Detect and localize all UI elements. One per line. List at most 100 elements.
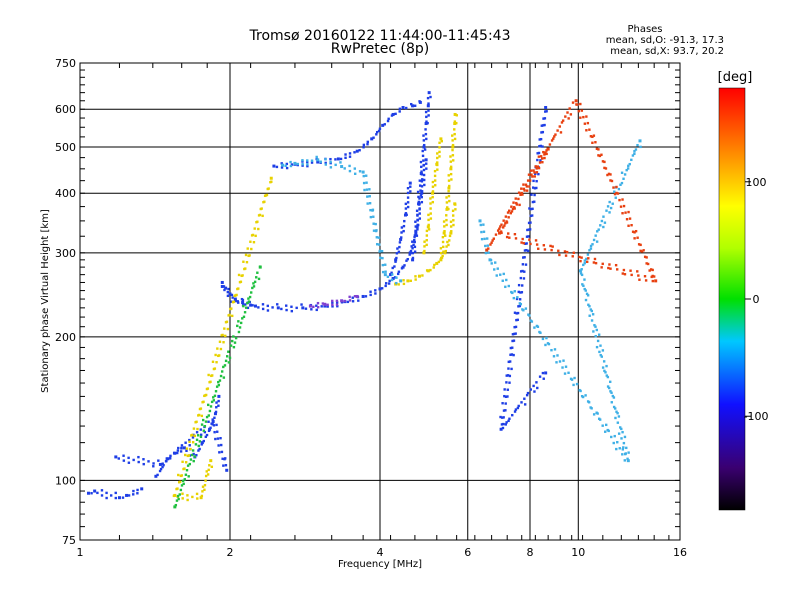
data-point	[422, 134, 425, 137]
data-point	[533, 171, 536, 174]
data-point	[366, 195, 369, 198]
data-point	[185, 449, 188, 452]
data-point	[246, 306, 250, 310]
data-point	[189, 447, 192, 451]
y-axis-label: Stationary phase Virtual Height [km]	[40, 209, 51, 393]
data-point	[399, 279, 403, 283]
data-point	[202, 439, 205, 443]
data-point	[638, 278, 641, 281]
data-point	[501, 279, 504, 282]
data-point	[588, 314, 591, 317]
y-tick-label: 200	[55, 331, 76, 344]
data-point	[173, 505, 177, 509]
data-point	[365, 188, 369, 191]
data-point	[422, 139, 426, 142]
data-point	[244, 267, 247, 270]
data-point	[199, 496, 203, 500]
data-point	[528, 228, 532, 231]
data-point	[301, 163, 304, 166]
data-point	[514, 408, 518, 411]
data-point	[424, 122, 428, 126]
data-point	[629, 269, 632, 272]
data-point	[348, 299, 352, 302]
data-point	[527, 313, 530, 316]
data-point	[348, 169, 352, 173]
data-point	[535, 171, 539, 174]
data-point	[227, 287, 230, 291]
data-point	[505, 374, 508, 377]
data-point	[589, 247, 593, 250]
data-point	[603, 160, 606, 164]
data-point	[517, 404, 520, 408]
data-point	[586, 121, 590, 125]
data-point	[420, 165, 423, 169]
data-point	[267, 187, 270, 190]
data-point	[413, 235, 416, 239]
data-point	[253, 304, 257, 308]
data-point	[232, 300, 236, 303]
data-point	[403, 264, 406, 267]
data-point	[372, 136, 375, 139]
data-point	[414, 225, 417, 228]
data-point	[529, 169, 533, 172]
data-point	[515, 297, 519, 301]
data-point	[86, 491, 90, 495]
data-point	[220, 370, 224, 373]
data-point	[620, 427, 623, 431]
data-point	[505, 381, 508, 384]
data-point	[340, 165, 344, 169]
data-point	[402, 279, 405, 282]
data-point	[109, 494, 113, 497]
data-point	[541, 371, 545, 375]
data-point	[184, 461, 188, 464]
data-point	[451, 145, 455, 149]
data-point	[408, 251, 412, 255]
data-point	[452, 223, 455, 227]
data-point	[610, 179, 614, 183]
data-point	[584, 298, 588, 302]
data-point	[651, 279, 655, 283]
data-point	[191, 436, 195, 439]
data-point	[543, 156, 546, 160]
data-point	[132, 458, 135, 462]
data-point	[404, 212, 408, 215]
data-point	[425, 115, 428, 119]
data-point	[285, 166, 289, 170]
data-point	[207, 403, 210, 407]
data-point	[439, 258, 443, 262]
data-point	[361, 294, 365, 298]
data-point	[397, 270, 401, 273]
data-point	[234, 336, 238, 340]
data-point	[142, 458, 145, 461]
data-point	[590, 309, 594, 313]
data-point	[336, 305, 339, 308]
data-point	[402, 282, 406, 286]
data-point	[482, 230, 486, 233]
data-point	[425, 137, 428, 141]
data-point	[521, 269, 524, 273]
data-point	[386, 275, 390, 278]
data-point	[454, 208, 457, 211]
data-point	[406, 191, 410, 195]
data-point	[187, 454, 191, 457]
data-point	[543, 248, 547, 251]
data-point	[416, 228, 419, 231]
data-point	[348, 164, 351, 168]
data-point	[395, 256, 398, 260]
data-point	[185, 447, 189, 450]
data-point	[214, 437, 217, 441]
data-point	[537, 247, 540, 250]
data-point	[572, 383, 575, 387]
data-point	[550, 348, 553, 352]
data-point	[220, 450, 224, 454]
data-point	[527, 173, 531, 176]
data-point	[431, 200, 435, 204]
data-point	[513, 311, 517, 314]
data-point	[251, 286, 254, 290]
data-point	[191, 449, 195, 452]
data-point	[209, 459, 213, 463]
data-point	[204, 479, 207, 482]
data-point	[439, 137, 443, 141]
data-point	[589, 406, 592, 409]
